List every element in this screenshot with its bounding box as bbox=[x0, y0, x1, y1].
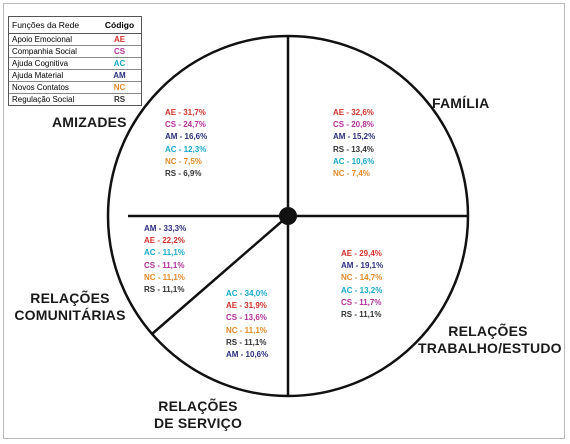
sector-value-item: AM - 19,1% bbox=[341, 261, 384, 271]
sector-title-comunitarias: RELAÇÕES COMUNITÁRIAS bbox=[14, 290, 126, 323]
sector-value-item: AC - 10,6% bbox=[333, 156, 375, 166]
sector-value-item: AM - 16,6% bbox=[165, 132, 208, 142]
sector-value-item: NC - 11,1% bbox=[144, 272, 185, 282]
sector-value-item: AE - 31,7% bbox=[165, 108, 206, 117]
sector-value-item: CS - 20,8% bbox=[333, 120, 374, 130]
legend-function-name: Ajuda Material bbox=[9, 69, 99, 82]
legend-function-code: CS bbox=[98, 45, 141, 58]
legend-row: Apoio Emocional AE bbox=[9, 33, 141, 46]
legend-header-functions: Funções da Rede bbox=[9, 17, 99, 34]
sector-value-item: CS - 11,7% bbox=[341, 297, 382, 307]
figure-frame bbox=[3, 3, 565, 439]
sector-value-item: AE - 31,9% bbox=[226, 301, 267, 311]
legend-function-name: Regulação Social bbox=[9, 93, 99, 105]
sector-value-item: RS - 11,1% bbox=[144, 285, 185, 295]
legend-function-code: RS bbox=[98, 93, 141, 105]
sector-value-item: AE - 32,6% bbox=[333, 108, 374, 117]
sector-values-familia: AE - 32,6% CS - 20,8% AM - 15,2% RS - 13,4%… bbox=[333, 107, 375, 180]
legend-row: Ajuda Material AM bbox=[9, 69, 141, 82]
sector-title-familia: FAMÍLIA bbox=[432, 95, 490, 111]
sector-value-item: CS - 11,1% bbox=[144, 260, 185, 270]
sector-value-item: NC - 7,4% bbox=[333, 169, 370, 179]
sector-value-item: AC - 12,3% bbox=[165, 144, 207, 154]
legend-table: Funções da Rede Código Apoio Emocional AE… bbox=[9, 17, 141, 105]
sector-value-item: AC - 34,0% bbox=[226, 289, 268, 298]
sector-value-item: RS - 11,1% bbox=[341, 310, 382, 320]
sector-value-item: RS - 13,4% bbox=[333, 144, 374, 154]
legend-function-name: Companhia Social bbox=[9, 45, 99, 58]
sector-value-item: NC - 14,7% bbox=[341, 273, 383, 283]
sector-values-amizades: AE - 31,7% CS - 24,7% AM - 16,6% AC - 12,3%… bbox=[165, 107, 207, 180]
sector-value-item: AM - 33,3% bbox=[144, 224, 187, 233]
legend-function-code: NC bbox=[98, 81, 141, 94]
sector-value-item: AE - 29,4% bbox=[341, 249, 382, 258]
sector-value-item: RS - 11,1% bbox=[226, 337, 267, 347]
legend-row: Companhia Social CS bbox=[9, 45, 141, 58]
sector-value-item: AC - 11,1% bbox=[144, 248, 185, 258]
legend-function-name: Ajuda Cognitiva bbox=[9, 57, 99, 70]
legend-row: Regulação Social RS bbox=[9, 93, 141, 105]
center-node bbox=[279, 207, 297, 225]
sector-value-item: AM - 10,6% bbox=[226, 350, 269, 360]
legend-row: Ajuda Cognitiva AC bbox=[9, 57, 141, 70]
legend-header-code: Código bbox=[98, 17, 141, 34]
legend-function-name: Novos Contatos bbox=[9, 81, 99, 94]
sector-values-comunitarias: AM - 33,3% AE - 22,2% AC - 11,1% CS - 11,1%… bbox=[144, 223, 186, 296]
sector-value-item: AM - 15,2% bbox=[333, 132, 376, 142]
sector-value-item: NC - 7,5% bbox=[165, 156, 202, 166]
legend-function-code: AE bbox=[98, 33, 141, 46]
sector-value-item: AE - 22,2% bbox=[144, 236, 185, 246]
legend-row: Novos Contatos NC bbox=[9, 81, 141, 94]
legend: Funções da Rede Código Apoio Emocional AE… bbox=[8, 16, 142, 106]
sector-value-item: NC - 11,1% bbox=[226, 325, 267, 335]
sector-values-servico: AC - 34,0% AE - 31,9% CS - 13,6% NC - 11,1%… bbox=[226, 288, 268, 361]
legend-function-name: Apoio Emocional bbox=[9, 33, 99, 46]
sector-values-trabalho: AE - 29,4% AM - 19,1% NC - 14,7% AC - 13,2%… bbox=[341, 248, 383, 321]
legend-function-code: AC bbox=[98, 57, 141, 70]
sector-title-trabalho: RELAÇÕES TRABALHO/ESTUDO bbox=[418, 323, 562, 356]
divider-lower-left bbox=[151, 215, 289, 335]
legend-function-code: AM bbox=[98, 69, 141, 82]
sector-value-item: RS - 6,9% bbox=[165, 169, 202, 179]
sector-title-servico: RELAÇÕES DE SERVIÇO bbox=[153, 398, 243, 431]
sector-value-item: AC - 13,2% bbox=[341, 285, 383, 295]
sector-title-amizades: AMIZADES bbox=[52, 114, 127, 130]
sector-value-item: CS - 24,7% bbox=[165, 120, 206, 130]
sector-value-item: CS - 13,6% bbox=[226, 313, 267, 323]
